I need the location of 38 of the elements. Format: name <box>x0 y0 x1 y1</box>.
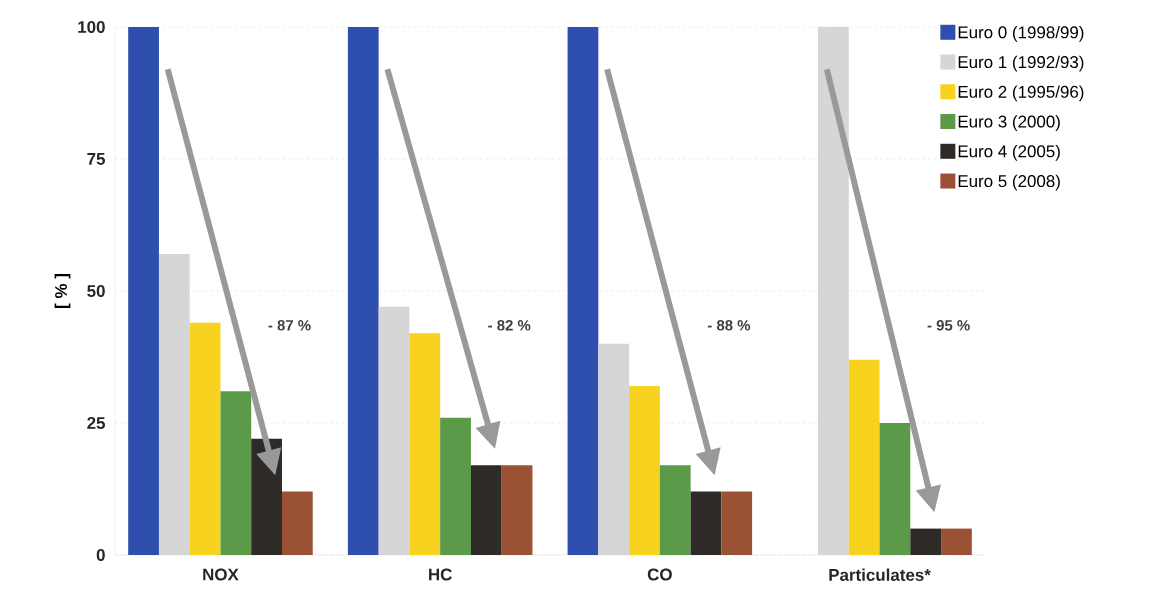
x-tick-label: HC <box>429 568 452 581</box>
legend-label: Euro 4 (2005) <box>958 144 1060 161</box>
annotation: - 87 % <box>268 320 311 331</box>
annotation: - 88 % <box>707 320 751 331</box>
y-axis-title: [ % ] <box>54 274 71 308</box>
bar <box>409 333 441 555</box>
bar <box>501 465 533 555</box>
bar <box>941 528 972 555</box>
x-tick-label: NOX <box>203 568 239 581</box>
bar <box>440 417 471 555</box>
x-tick-label: Particulates* <box>829 568 931 581</box>
x-tick-label: CO <box>647 568 672 581</box>
annotation: - 95 % <box>927 320 970 331</box>
bar <box>659 465 691 555</box>
legend-label: Euro 0 (1998/99) <box>958 25 1084 42</box>
y-tick-label: 100 <box>78 20 105 33</box>
bar <box>721 491 753 555</box>
legend-label: Euro 5 (2008) <box>958 174 1060 191</box>
legend-label: Euro 1 (1992/93) <box>958 55 1084 72</box>
bar <box>220 391 252 555</box>
y-tick-label: 75 <box>87 153 106 165</box>
bar <box>347 26 379 555</box>
bar <box>690 491 722 555</box>
y-tick-label: 25 <box>87 416 106 429</box>
y-tick-label: 0 <box>96 548 105 561</box>
bar <box>879 422 911 555</box>
y-tick-label: 50 <box>87 284 105 297</box>
bar <box>567 26 599 555</box>
bar <box>281 491 313 555</box>
bar <box>189 322 221 555</box>
bar <box>910 528 942 555</box>
annotation: - 82 % <box>488 320 531 331</box>
legend-label: Euro 3 (2000) <box>958 115 1060 131</box>
bar <box>470 465 502 555</box>
legend-label: Euro 2 (1995/96) <box>958 85 1084 102</box>
bar <box>629 386 660 555</box>
bar <box>848 359 880 555</box>
bar <box>128 26 159 555</box>
